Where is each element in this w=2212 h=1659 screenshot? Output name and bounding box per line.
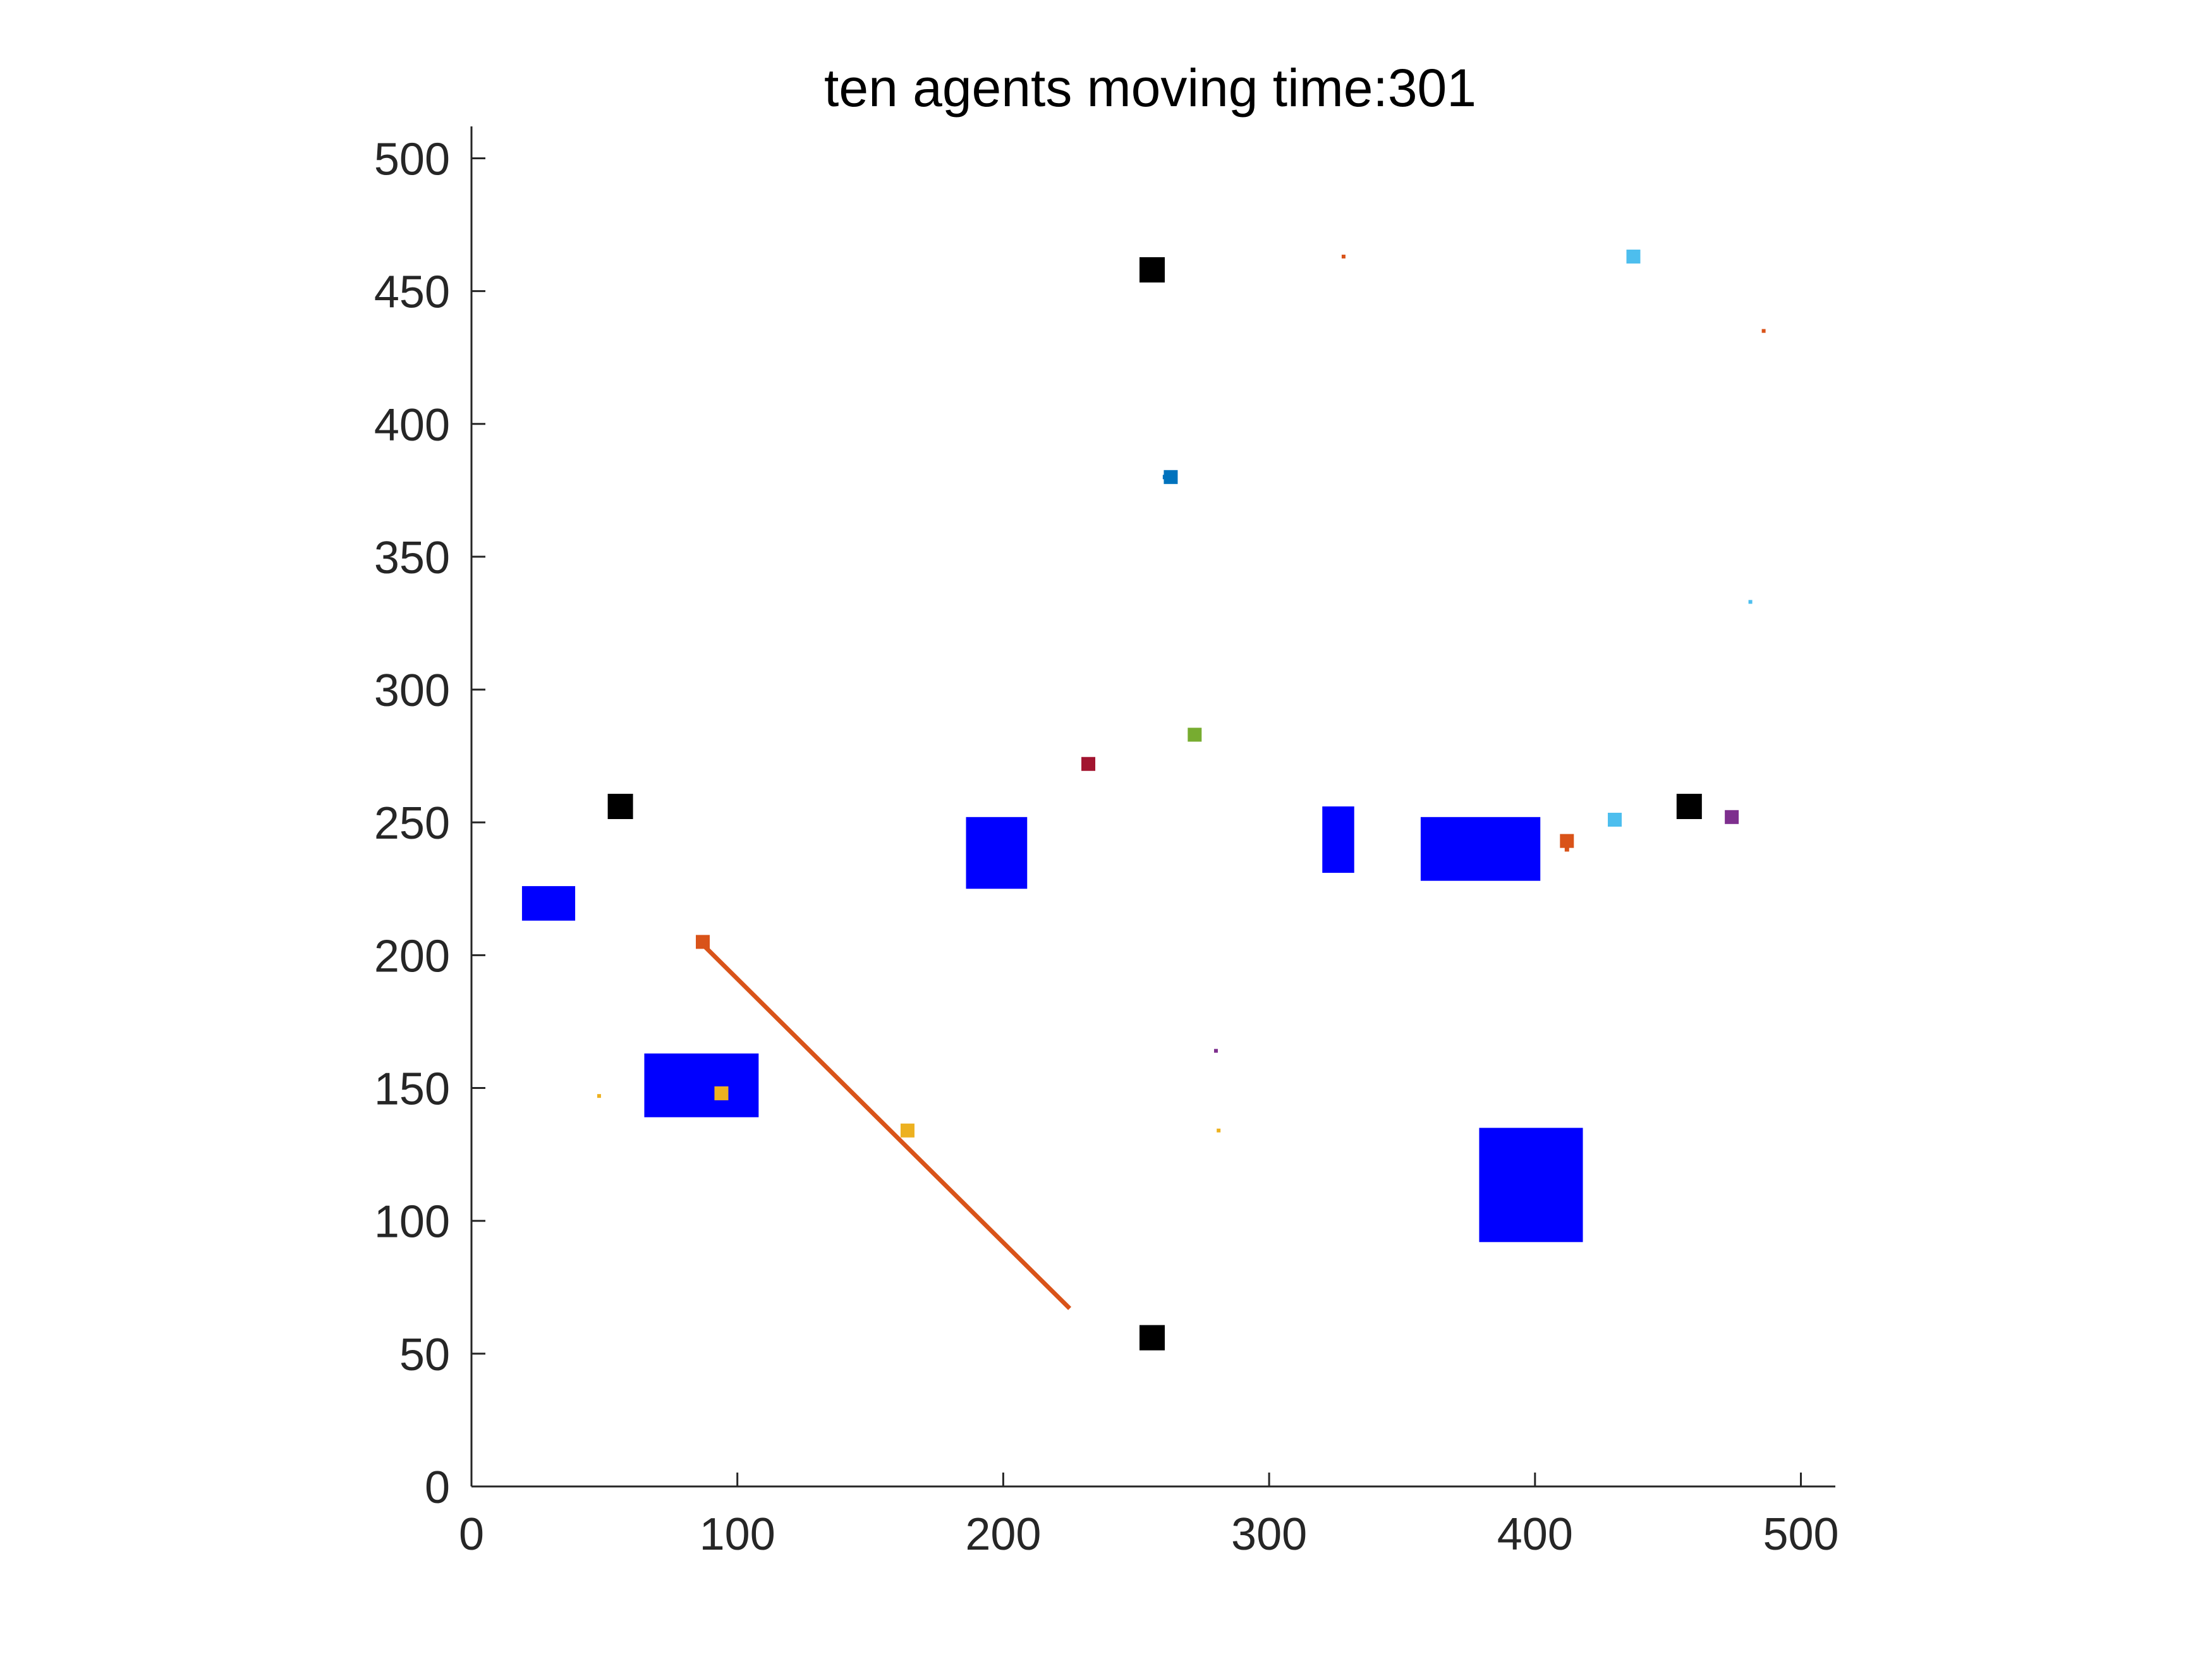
target-point-3 bbox=[1748, 600, 1753, 604]
base-station-4 bbox=[1139, 1325, 1165, 1351]
agent-2 bbox=[1164, 470, 1178, 484]
y-tick-label: 0 bbox=[425, 1462, 450, 1513]
y-tick-label: 250 bbox=[374, 798, 450, 849]
x-tick-label: 200 bbox=[965, 1509, 1041, 1560]
trajectory-1 bbox=[703, 945, 1072, 1310]
trajectories bbox=[703, 475, 1569, 1310]
y-tick-label: 400 bbox=[374, 400, 450, 451]
obstacle-5 bbox=[1420, 817, 1541, 881]
x-tick-label: 0 bbox=[459, 1509, 484, 1560]
x-tick-label: 400 bbox=[1497, 1509, 1573, 1560]
agents bbox=[696, 249, 1739, 1138]
y-tick-label: 150 bbox=[374, 1064, 450, 1115]
base-station-3 bbox=[1676, 794, 1702, 819]
axes bbox=[470, 126, 1835, 1488]
target-point-2 bbox=[1761, 329, 1766, 333]
target-point-4 bbox=[1213, 1048, 1218, 1053]
targets bbox=[597, 254, 1766, 1133]
obstacle-2 bbox=[966, 817, 1028, 889]
y-tick-label: 450 bbox=[374, 267, 450, 318]
agent-4 bbox=[1081, 757, 1096, 771]
target-point-1 bbox=[1341, 254, 1346, 258]
y-tick-label: 500 bbox=[374, 134, 450, 185]
agent-3 bbox=[1188, 727, 1202, 742]
chart-title: ten agents moving time:301 bbox=[824, 58, 1476, 118]
target-point-5 bbox=[1217, 1128, 1221, 1133]
agent-7 bbox=[1725, 810, 1739, 824]
y-ticks: 0 50 100 150 200 250 300 350 400 450 500 bbox=[374, 134, 485, 1513]
obstacle-1 bbox=[521, 886, 576, 921]
x-tick-label: 100 bbox=[700, 1509, 775, 1560]
obstacle-4 bbox=[1322, 806, 1354, 873]
target-point-6 bbox=[597, 1094, 601, 1098]
agent-10 bbox=[900, 1123, 915, 1138]
base-stations bbox=[607, 257, 1702, 1351]
agent-5 bbox=[1560, 834, 1574, 848]
x-ticks: 0 100 200 300 400 500 bbox=[459, 1473, 1839, 1560]
obstacle-3 bbox=[644, 1053, 759, 1117]
agent-8 bbox=[696, 935, 710, 949]
base-station-1 bbox=[1139, 257, 1165, 283]
y-tick-label: 300 bbox=[374, 665, 450, 716]
x-tick-label: 500 bbox=[1763, 1509, 1838, 1560]
agent-6 bbox=[1608, 813, 1622, 827]
base-station-2 bbox=[607, 794, 633, 819]
x-tick-label: 300 bbox=[1231, 1509, 1307, 1560]
y-tick-label: 50 bbox=[399, 1330, 450, 1380]
obstacles bbox=[521, 806, 1583, 1243]
y-tick-label: 350 bbox=[374, 533, 450, 583]
agent-9 bbox=[714, 1086, 729, 1100]
y-tick-label: 100 bbox=[374, 1197, 450, 1248]
obstacle-6 bbox=[1479, 1127, 1583, 1243]
y-tick-label: 200 bbox=[374, 931, 450, 981]
agent-1 bbox=[1626, 249, 1641, 264]
